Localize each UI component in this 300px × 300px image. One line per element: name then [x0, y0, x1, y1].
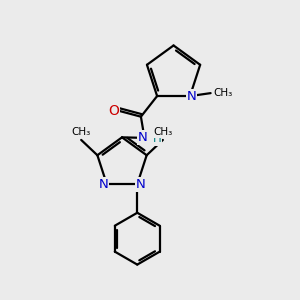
Text: N: N — [187, 90, 196, 103]
Text: CH₃: CH₃ — [71, 127, 90, 137]
Text: N: N — [136, 178, 146, 191]
Text: CH₃: CH₃ — [154, 127, 173, 137]
Text: O: O — [108, 104, 119, 118]
Text: CH₃: CH₃ — [213, 88, 232, 98]
Text: N: N — [98, 178, 108, 191]
Text: N: N — [138, 131, 148, 144]
Text: H: H — [152, 132, 161, 145]
